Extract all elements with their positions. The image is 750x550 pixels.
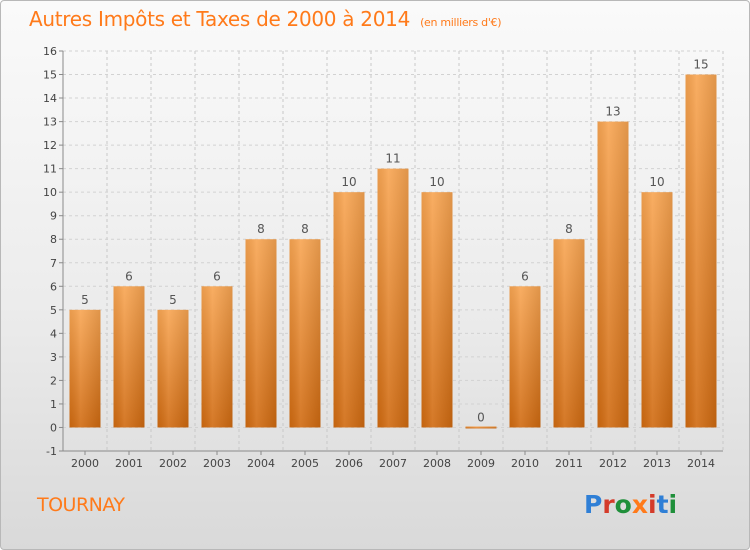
bar-shade — [465, 426, 497, 429]
data-label: 5 — [169, 293, 177, 307]
y-tick-label: 4 — [50, 327, 57, 340]
data-label: 5 — [81, 293, 89, 307]
x-tick-label: 2013 — [643, 457, 671, 470]
bar-shade — [201, 286, 233, 428]
y-tick-label: 11 — [43, 163, 57, 176]
logo-letter: x — [631, 490, 648, 519]
data-label: 13 — [605, 105, 620, 119]
x-tick-label: 2009 — [467, 457, 495, 470]
data-label: 6 — [521, 269, 529, 283]
data-label: 15 — [693, 58, 708, 72]
x-tick-label: 2004 — [247, 457, 275, 470]
chart-title-text: Autres Impôts et Taxes de 2000 à 2014 — [29, 7, 410, 31]
y-tick-label: 10 — [43, 186, 57, 199]
chart-title: Autres Impôts et Taxes de 2000 à 2014 (e… — [29, 7, 502, 31]
y-tick-label: 7 — [50, 257, 57, 270]
bar-shade — [69, 309, 101, 428]
data-label: 8 — [257, 222, 265, 236]
bar-shade — [333, 192, 365, 428]
x-tick-label: 2005 — [291, 457, 319, 470]
data-label: 11 — [385, 152, 400, 166]
data-label: 10 — [341, 175, 356, 189]
logo-letter: P — [584, 490, 603, 519]
x-tick-label: 2007 — [379, 457, 407, 470]
bar-shade — [421, 192, 453, 428]
proxiti-logo: Proxiti — [584, 490, 677, 519]
x-tick-label: 2014 — [687, 457, 715, 470]
bar-shade — [685, 74, 717, 428]
bar-shade — [377, 168, 409, 428]
y-tick-label: 5 — [50, 304, 57, 317]
logo-letter: r — [602, 490, 615, 519]
x-tick-label: 2010 — [511, 457, 539, 470]
bar-shade — [597, 121, 629, 428]
bar-shade — [509, 286, 541, 428]
bar-shade — [289, 239, 321, 428]
y-tick-label: 16 — [43, 45, 57, 58]
commune-name: TOURNAY — [37, 494, 125, 516]
data-label: 10 — [429, 175, 444, 189]
logo-letter: i — [668, 490, 678, 519]
data-label: 0 — [477, 410, 485, 424]
x-tick-label: 2002 — [159, 457, 187, 470]
data-label: 8 — [565, 222, 573, 236]
x-tick-label: 2003 — [203, 457, 231, 470]
bar-shade — [553, 239, 585, 428]
y-tick-label: 8 — [50, 233, 57, 246]
x-tick-label: 2011 — [555, 457, 583, 470]
logo-letter: o — [614, 490, 632, 519]
x-tick-label: 2008 — [423, 457, 451, 470]
x-tick-label: 2006 — [335, 457, 363, 470]
data-label: 6 — [125, 269, 133, 283]
data-label: 6 — [213, 269, 221, 283]
logo-letter: t — [656, 490, 669, 519]
y-tick-label: 6 — [50, 280, 57, 293]
data-label: 10 — [649, 175, 664, 189]
x-tick-label: 2012 — [599, 457, 627, 470]
x-tick-label: 2001 — [115, 457, 143, 470]
data-label: 8 — [301, 222, 309, 236]
y-tick-label: 3 — [50, 351, 57, 364]
bar-shade — [245, 239, 277, 428]
bar-shade — [641, 192, 673, 428]
y-tick-label: 13 — [43, 116, 57, 129]
bar-shade — [113, 286, 145, 428]
y-tick-label: 9 — [50, 210, 57, 223]
x-tick-label: 2000 — [71, 457, 99, 470]
y-tick-label: 1 — [50, 398, 57, 411]
y-tick-label: 0 — [50, 421, 57, 434]
chart-subtitle: (en milliers d'€) — [420, 16, 502, 29]
bar-shade — [157, 309, 189, 428]
y-tick-label: 12 — [43, 139, 57, 152]
y-tick-label: 15 — [43, 69, 57, 82]
y-tick-label: 14 — [43, 92, 57, 105]
logo-letter: i — [648, 490, 657, 519]
y-tick-label: 2 — [50, 374, 57, 387]
y-tick-label: -1 — [46, 445, 57, 458]
